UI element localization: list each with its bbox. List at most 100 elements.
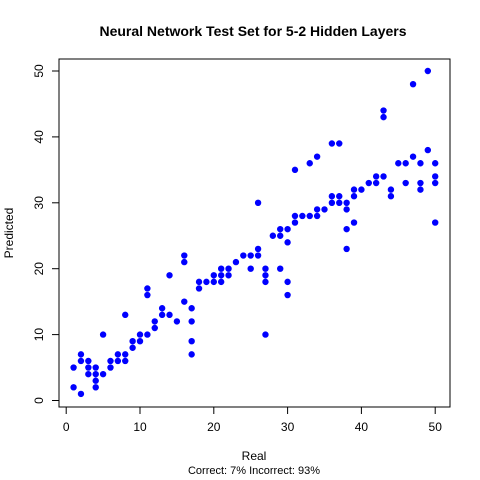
data-point xyxy=(195,278,203,286)
y-tick-label: 0 xyxy=(32,397,46,404)
data-point xyxy=(343,225,350,233)
chart-subtitle: Correct: 7% Incorrect: 93% xyxy=(188,465,320,477)
data-point xyxy=(277,265,284,272)
data-point xyxy=(122,311,129,319)
data-point xyxy=(107,357,114,365)
data-point xyxy=(432,160,439,167)
data-point xyxy=(188,351,195,358)
data-point xyxy=(85,370,92,378)
data-point xyxy=(417,186,424,193)
x-tick-label: 0 xyxy=(63,420,70,434)
data-point xyxy=(232,258,240,266)
data-point xyxy=(424,67,432,75)
data-point xyxy=(203,278,210,286)
y-axis-label: Predicted xyxy=(2,208,16,259)
data-point xyxy=(291,212,299,220)
data-point xyxy=(210,272,218,279)
data-point xyxy=(336,140,343,147)
x-tick-label: 50 xyxy=(429,420,443,434)
data-point xyxy=(225,272,232,279)
data-point xyxy=(188,337,195,345)
data-point xyxy=(432,179,439,187)
data-point xyxy=(372,179,380,187)
data-point xyxy=(181,298,188,305)
data-point xyxy=(217,272,225,279)
data-point xyxy=(380,113,387,121)
data-point xyxy=(181,258,188,266)
data-point xyxy=(70,384,77,391)
data-point xyxy=(380,107,387,114)
x-axis: 0 10 20 30 40 50 xyxy=(63,406,443,434)
data-point xyxy=(277,225,284,233)
data-point xyxy=(92,370,99,378)
data-point xyxy=(291,166,299,174)
x-tick-label: 40 xyxy=(355,420,369,434)
data-point xyxy=(77,351,85,358)
data-point xyxy=(380,173,387,180)
data-point xyxy=(299,212,306,220)
data-point xyxy=(144,285,151,292)
data-point xyxy=(417,179,424,187)
data-point xyxy=(313,212,321,220)
data-point xyxy=(402,160,409,167)
data-point xyxy=(284,225,291,233)
data-point xyxy=(188,305,195,312)
data-point xyxy=(284,239,291,246)
data-point xyxy=(358,186,365,193)
data-point xyxy=(336,199,343,207)
data-point xyxy=(129,337,136,345)
data-point xyxy=(210,278,218,286)
data-point xyxy=(291,219,299,226)
data-point xyxy=(328,140,336,147)
data-point xyxy=(321,206,328,213)
data-point xyxy=(387,193,395,200)
data-point xyxy=(336,193,343,200)
data-point xyxy=(372,173,380,180)
data-point xyxy=(122,351,129,358)
y-tick-label: 10 xyxy=(32,328,46,342)
y-tick-label: 50 xyxy=(32,64,46,78)
x-tick-label: 20 xyxy=(207,420,221,434)
data-point xyxy=(217,265,225,272)
data-point xyxy=(166,311,173,319)
data-point xyxy=(247,265,254,272)
y-tick-label: 40 xyxy=(32,130,46,144)
data-point xyxy=(85,357,92,365)
data-point xyxy=(144,331,151,338)
x-tick-label: 30 xyxy=(281,420,295,434)
data-point xyxy=(343,206,350,213)
data-points xyxy=(70,67,439,398)
data-point xyxy=(77,357,85,365)
data-point xyxy=(122,357,129,365)
data-point xyxy=(387,186,395,193)
data-point xyxy=(343,245,350,253)
data-point xyxy=(158,311,166,319)
data-point xyxy=(217,278,225,286)
data-point xyxy=(262,278,269,286)
data-point xyxy=(350,186,358,193)
data-point xyxy=(92,384,99,391)
data-point xyxy=(313,206,321,213)
data-point xyxy=(92,377,99,384)
data-point xyxy=(114,357,122,365)
data-point xyxy=(151,324,158,332)
data-point xyxy=(365,179,372,187)
data-point xyxy=(99,331,107,338)
data-point xyxy=(277,232,284,239)
data-point xyxy=(99,370,107,378)
y-axis: 0 10 20 30 40 50 xyxy=(32,64,60,404)
data-point xyxy=(85,364,92,371)
data-point xyxy=(409,80,417,88)
data-point xyxy=(417,160,424,167)
x-tick-label: 10 xyxy=(133,420,147,434)
data-point xyxy=(70,364,77,371)
data-point xyxy=(350,219,358,226)
data-point xyxy=(92,364,99,371)
data-point xyxy=(328,193,336,200)
data-point xyxy=(188,318,195,325)
data-point xyxy=(129,344,136,351)
data-point xyxy=(151,318,158,325)
data-point xyxy=(424,146,432,154)
data-point xyxy=(158,305,166,312)
data-point xyxy=(409,153,417,160)
